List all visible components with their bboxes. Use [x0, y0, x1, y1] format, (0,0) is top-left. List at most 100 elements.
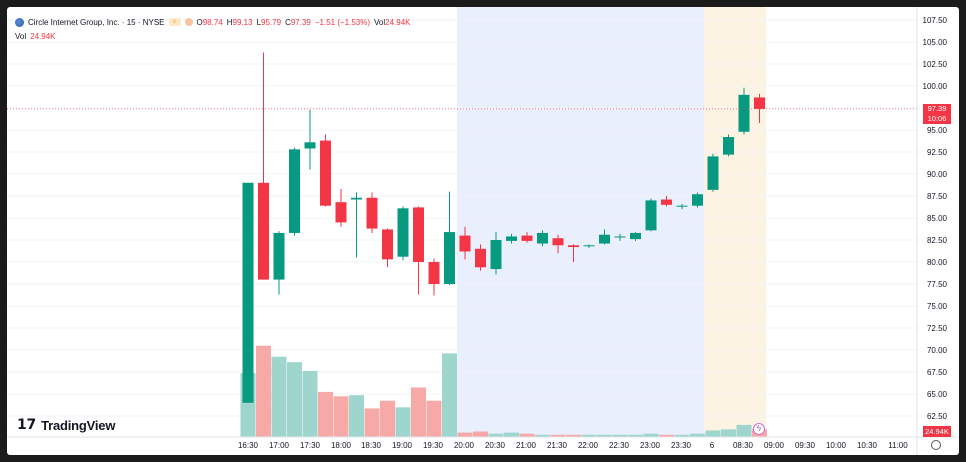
- time-tick-label: 17:00: [269, 441, 290, 450]
- candle-body: [475, 248, 486, 268]
- chart-legend: Circle Internet Group, Inc. · 15 · NYSE …: [15, 15, 411, 43]
- volume-bar: [628, 434, 643, 437]
- time-tick-label: 19:30: [423, 441, 444, 450]
- candle-body: [428, 262, 440, 284]
- volume-bar: [395, 407, 411, 437]
- price-tick-label: 105.00: [923, 38, 948, 47]
- price-tick-label: 65.00: [927, 390, 948, 399]
- candle-body: [242, 182, 254, 403]
- settings-gear-icon[interactable]: [931, 440, 941, 450]
- time-tick-label: 09:00: [764, 441, 785, 450]
- open-value: 98.74: [202, 17, 223, 27]
- price-tick-label: 102.50: [923, 60, 948, 69]
- volume-bar: [380, 400, 395, 437]
- candle-body: [444, 232, 455, 284]
- time-tick-label: 22:00: [578, 441, 599, 450]
- volume-bar: [535, 434, 550, 437]
- candle-body: [351, 197, 362, 200]
- tradingview-wordmark: TradingView: [41, 417, 116, 433]
- volume-bar: [473, 431, 488, 437]
- candle-body: [599, 234, 610, 244]
- volume-bar: [643, 433, 659, 437]
- volume-bar: [256, 345, 271, 437]
- low-value: 95.79: [261, 17, 282, 27]
- legend-price-row: Circle Internet Group, Inc. · 15 · NYSE …: [15, 15, 411, 29]
- volume-bar: [612, 434, 628, 437]
- candle-body: [676, 205, 688, 207]
- candle-body: [490, 240, 502, 270]
- low-label: L: [256, 17, 262, 27]
- time-tick-label: 17:30: [300, 441, 321, 450]
- open-label: O: [196, 17, 203, 27]
- candle-body: [506, 236, 517, 241]
- volume-bar: [457, 432, 473, 437]
- time-tick-label: 16:30: [238, 441, 259, 450]
- candle-body: [320, 140, 331, 206]
- bar-countdown: 10:06: [927, 114, 947, 123]
- session-bg-overnight: [457, 7, 704, 437]
- close-value: 97.39: [290, 17, 311, 27]
- candle-body: [661, 199, 672, 205]
- volume-indicator-label[interactable]: Vol: [15, 31, 27, 41]
- candle-body: [692, 194, 703, 206]
- time-tick-label: 11:00: [888, 441, 908, 450]
- time-tick-label: 10:00: [826, 441, 847, 450]
- lightning-icon[interactable]: ϟ: [753, 423, 765, 435]
- time-tick-label: 19:00: [392, 441, 413, 450]
- axes: 107.50105.00102.50100.0097.5095.0092.509…: [7, 7, 959, 455]
- candlestick-chart[interactable]: 107.50105.00102.50100.0097.5095.0092.509…: [7, 7, 959, 455]
- symbol-name[interactable]: Circle Internet Group, Inc. · 15 · NYSE: [28, 17, 165, 27]
- price-tick-label: 77.50: [927, 280, 948, 289]
- session-backgrounds: [457, 7, 766, 437]
- time-tick-label: 10:30: [857, 441, 878, 450]
- symbol-logo-icon: [15, 17, 24, 27]
- price-tick-label: 75.00: [927, 302, 948, 311]
- candle-body: [707, 156, 719, 190]
- volume-bar: [581, 434, 597, 437]
- time-tick-label: 21:30: [547, 441, 568, 450]
- price-tick-label: 62.50: [927, 412, 948, 421]
- time-tick-label: 18:30: [361, 441, 382, 450]
- legend-volume-row: Vol 24.94K: [15, 29, 411, 43]
- candle-body: [304, 142, 316, 149]
- price-tick-label: 107.50: [923, 16, 948, 25]
- candle-body: [258, 182, 269, 280]
- candle-body: [413, 207, 424, 262]
- candle-body: [723, 137, 734, 155]
- close-label: C: [285, 17, 291, 27]
- volume-bar: [721, 429, 736, 437]
- last-price-tag: 97.39 10:06: [923, 104, 951, 124]
- volume-label: Vol: [374, 17, 386, 27]
- volume-bar: [364, 408, 380, 437]
- tradingview-mark-icon: 17: [17, 417, 37, 433]
- volume-bar: [674, 434, 690, 437]
- volume-tag: 24.94K: [923, 426, 951, 437]
- volume-bar: [736, 424, 752, 437]
- chart-window: 107.50105.00102.50100.0097.5095.0092.509…: [7, 7, 959, 455]
- price-grid: [7, 19, 917, 417]
- candle-body: [754, 97, 765, 109]
- price-tick-label: 70.00: [927, 346, 948, 355]
- time-tick-label: 23:30: [671, 441, 692, 450]
- candle-body: [382, 229, 393, 260]
- volume-bar: [519, 433, 535, 437]
- volume-value: 24.94K: [385, 17, 411, 27]
- time-tick-label: 18:00: [331, 441, 352, 450]
- price-tick-label: 92.50: [927, 148, 948, 157]
- candle-body: [273, 232, 285, 280]
- price-tick-label: 95.00: [927, 126, 948, 135]
- candle-body: [521, 235, 533, 241]
- volume-bar: [597, 434, 612, 437]
- candle-body: [459, 235, 471, 252]
- high-label: H: [226, 17, 233, 27]
- market-status-icon: [184, 18, 193, 26]
- candle-body: [537, 232, 548, 244]
- candle-body: [366, 197, 378, 229]
- volume-bar: [659, 434, 674, 437]
- candle-body: [552, 238, 564, 246]
- price-tick-label: 80.00: [927, 258, 948, 267]
- volume-bars: [240, 345, 767, 437]
- volume-bar: [318, 391, 333, 437]
- tradingview-logo[interactable]: 17 TradingView: [17, 417, 115, 433]
- session-bg-premarket: [704, 7, 766, 437]
